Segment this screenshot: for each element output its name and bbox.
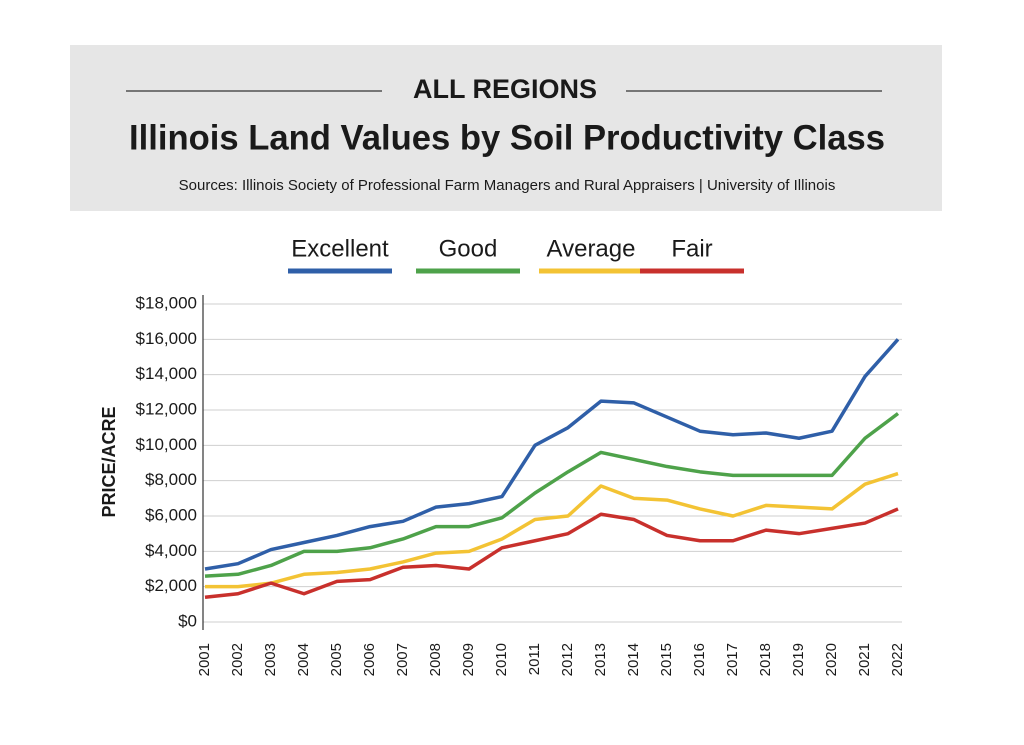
x-tick-label: 2022 — [889, 643, 906, 676]
series-line — [204, 338, 900, 571]
subtitle: Sources: Illinois Society of Professiona… — [179, 177, 836, 194]
x-tick-label: 2005 — [328, 643, 345, 676]
legend-label: Average — [547, 235, 636, 262]
x-tick-label: 2010 — [493, 643, 510, 676]
header-band — [70, 45, 942, 211]
kicker: ALL REGIONS — [413, 74, 597, 104]
x-tick-label: 2020 — [823, 643, 840, 676]
x-tick-label: 2014 — [625, 643, 642, 676]
y-tick-label: $12,000 — [136, 399, 197, 418]
y-tick-label: $4,000 — [145, 541, 197, 560]
x-tick-label: 2013 — [592, 643, 609, 676]
y-axis-label: PRICE/ACRE — [99, 406, 119, 517]
x-tick-label: 2003 — [262, 643, 279, 676]
x-tick-label: 2016 — [691, 643, 708, 676]
series-line — [204, 507, 899, 600]
series-line — [205, 471, 899, 589]
y-tick-label: $6,000 — [145, 505, 197, 524]
y-tick-label: $14,000 — [136, 364, 197, 383]
x-tick-label: 2018 — [757, 643, 774, 676]
legend-label: Excellent — [291, 235, 389, 262]
x-tick-label: 2009 — [460, 643, 477, 676]
x-tick-label: 2008 — [427, 643, 444, 676]
x-tick-label: 2006 — [361, 643, 378, 676]
y-tick-label: $8,000 — [145, 470, 197, 489]
legend-label: Fair — [671, 235, 712, 262]
x-tick-label: 2007 — [394, 643, 411, 676]
legend-label: Good — [439, 235, 498, 262]
x-tick-label: 2001 — [196, 643, 213, 676]
x-tick-label: 2015 — [658, 643, 675, 676]
y-tick-label: $0 — [178, 611, 197, 630]
y-tick-label: $18,000 — [136, 293, 197, 312]
x-tick-label: 2019 — [790, 643, 807, 676]
series-line — [204, 412, 900, 578]
x-tick-label: 2002 — [229, 643, 246, 676]
chart-title: Illinois Land Values by Soil Productivit… — [129, 118, 885, 157]
x-tick-label: 2017 — [724, 643, 741, 676]
x-tick-label: 2021 — [856, 643, 873, 676]
x-tick-label: 2011 — [526, 643, 543, 675]
y-tick-label: $2,000 — [145, 576, 197, 595]
y-tick-label: $10,000 — [136, 435, 197, 454]
x-tick-label: 2012 — [559, 643, 576, 676]
y-tick-label: $16,000 — [136, 329, 197, 348]
x-tick-label: 2004 — [295, 643, 312, 676]
